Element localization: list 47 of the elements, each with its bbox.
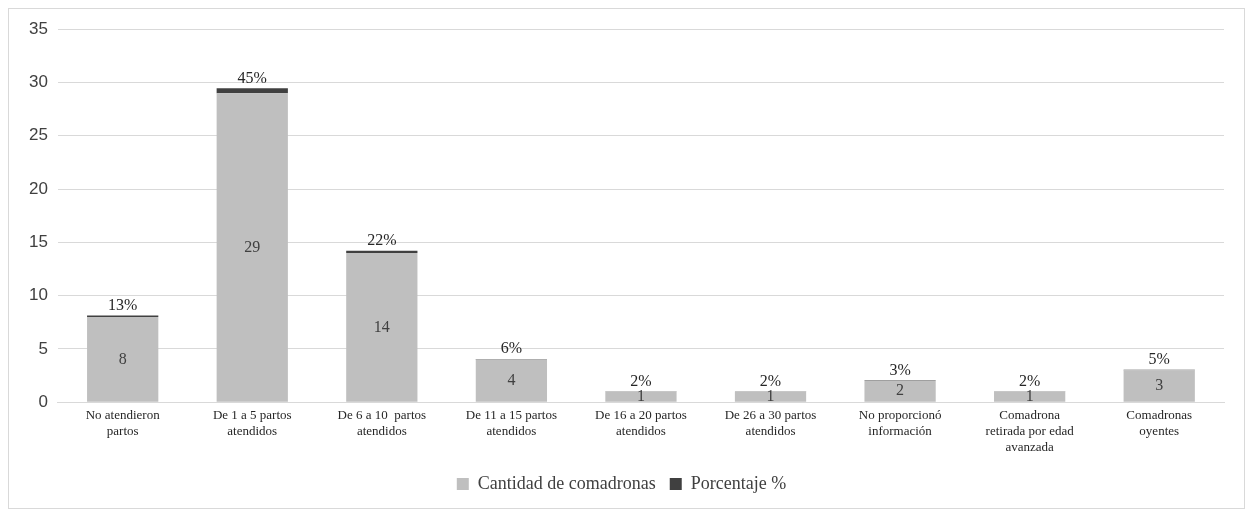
data-label: 6% (500, 339, 523, 357)
x-tick-label: No proporcionó información (858, 407, 942, 439)
data-label: 4 (507, 370, 516, 388)
bar (1123, 370, 1195, 402)
data-label: 1 (636, 386, 645, 404)
bar (994, 391, 1066, 402)
bar (475, 359, 548, 402)
y-tick-label: 15 (28, 232, 48, 252)
bar (87, 316, 159, 402)
data-label: 8 (118, 349, 127, 367)
bar (216, 93, 288, 402)
y-tick-label: 30 (28, 72, 48, 92)
data-label: 3% (889, 360, 911, 378)
x-tick-label: Comadronas oyentes (1126, 407, 1193, 439)
data-label: 1 (766, 386, 775, 404)
x-tick-label: De 11 a 15 partos atendidos (465, 407, 557, 439)
bar (216, 88, 288, 94)
legend-label: Cantidad de comadronas (477, 472, 656, 493)
bar (605, 391, 677, 402)
data-label: 3 (1155, 376, 1164, 394)
data-label: 2 (896, 381, 905, 399)
y-tick-label: 25 (28, 125, 48, 145)
y-tick-label: 35 (28, 18, 48, 38)
y-tick-label: 5 (38, 338, 48, 358)
bar (734, 391, 807, 402)
x-tick-label: De 26 a 30 partos atendidos (724, 407, 817, 439)
bar (864, 380, 936, 402)
data-label: 14 (373, 317, 390, 335)
data-label: 29 (244, 237, 261, 255)
data-label: 2% (1018, 371, 1041, 389)
data-label: 2% (630, 371, 652, 389)
x-tick-label: De 1 a 5 partos atendidos (212, 407, 292, 439)
bar (346, 253, 418, 402)
data-label: 2% (759, 371, 782, 389)
data-label: 1 (1025, 386, 1034, 404)
x-tick-label: De 16 a 20 partos atendidos (595, 407, 687, 439)
x-tick-label: De 6 a 10 partos atendidos (337, 407, 427, 439)
legend-label: Porcentaje % (690, 472, 787, 493)
data-label: 22% (367, 230, 397, 248)
data-label: 5% (1148, 349, 1170, 367)
data-label: 45% (237, 68, 267, 86)
y-tick-label: 20 (28, 178, 48, 198)
x-tick-label: Comadrona retirada por edad avanzada (985, 407, 1075, 454)
data-label: 13% (108, 295, 138, 313)
y-tick-label: 0 (38, 391, 48, 411)
x-tick-label: No atendieron partos (85, 407, 161, 439)
y-tick-label: 10 (28, 285, 48, 305)
